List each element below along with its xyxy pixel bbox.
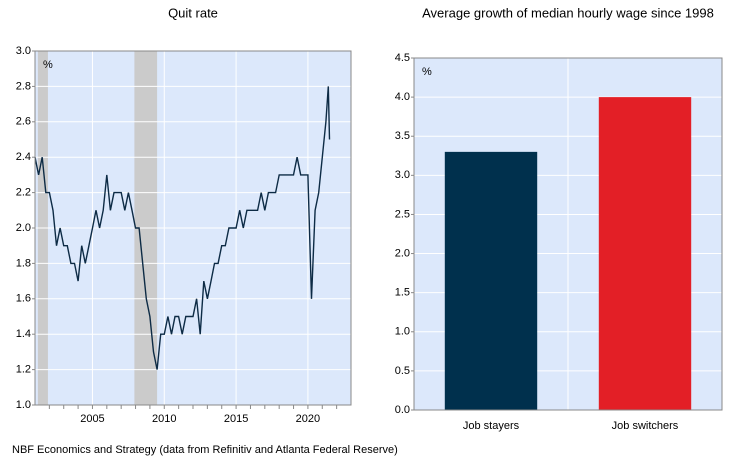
y-tick-label: 2.2 [16, 187, 31, 199]
y-tick-label: 1.4 [16, 328, 31, 340]
y-tick-label: 4.0 [395, 91, 410, 103]
x-tick-label: 2005 [80, 413, 104, 425]
y-tick-label: 2.0 [395, 247, 410, 259]
x-tick-label: 2010 [152, 413, 176, 425]
x-tick-label: Job stayers [463, 420, 520, 432]
y-tick-label: 2.0 [16, 222, 31, 234]
y-tick-label: 2.4 [16, 151, 31, 163]
y-tick-label: 3.0 [16, 45, 31, 57]
y-tick-label: 1.0 [16, 399, 31, 411]
source-note: NBF Economics and Strategy (data from Re… [12, 444, 398, 456]
y-tick-label: 1.2 [16, 364, 31, 376]
y-tick-label: 0.5 [395, 365, 410, 377]
y-tick-label: 3.5 [395, 130, 410, 142]
y-tick-label: 4.5 [395, 52, 410, 64]
y-tick-label: 1.8 [16, 257, 31, 269]
y-tick-label: 3.0 [395, 169, 410, 181]
y-tick-label: 1.6 [16, 293, 31, 305]
line-series [34, 86, 331, 370]
plot-frame [34, 50, 352, 406]
y-tick-label: 0.0 [395, 404, 410, 416]
y-tick-label: 2.8 [16, 80, 31, 92]
bar [598, 97, 692, 410]
chart-title: Average growth of median hourly wage sin… [422, 5, 714, 20]
chart-title: Quit rate [168, 5, 218, 20]
unit-label: % [422, 66, 432, 78]
y-tick-label: 1.5 [395, 287, 410, 299]
unit-label: % [43, 59, 53, 71]
y-tick-label: 2.6 [16, 116, 31, 128]
x-tick-label: 2020 [296, 413, 320, 425]
y-tick-label: 2.5 [395, 208, 410, 220]
bar [444, 151, 538, 410]
plot-frame [413, 57, 723, 411]
y-tick-label: 1.0 [395, 326, 410, 338]
x-tick-label: Job switchers [612, 420, 679, 432]
x-tick-label: 2015 [224, 413, 248, 425]
